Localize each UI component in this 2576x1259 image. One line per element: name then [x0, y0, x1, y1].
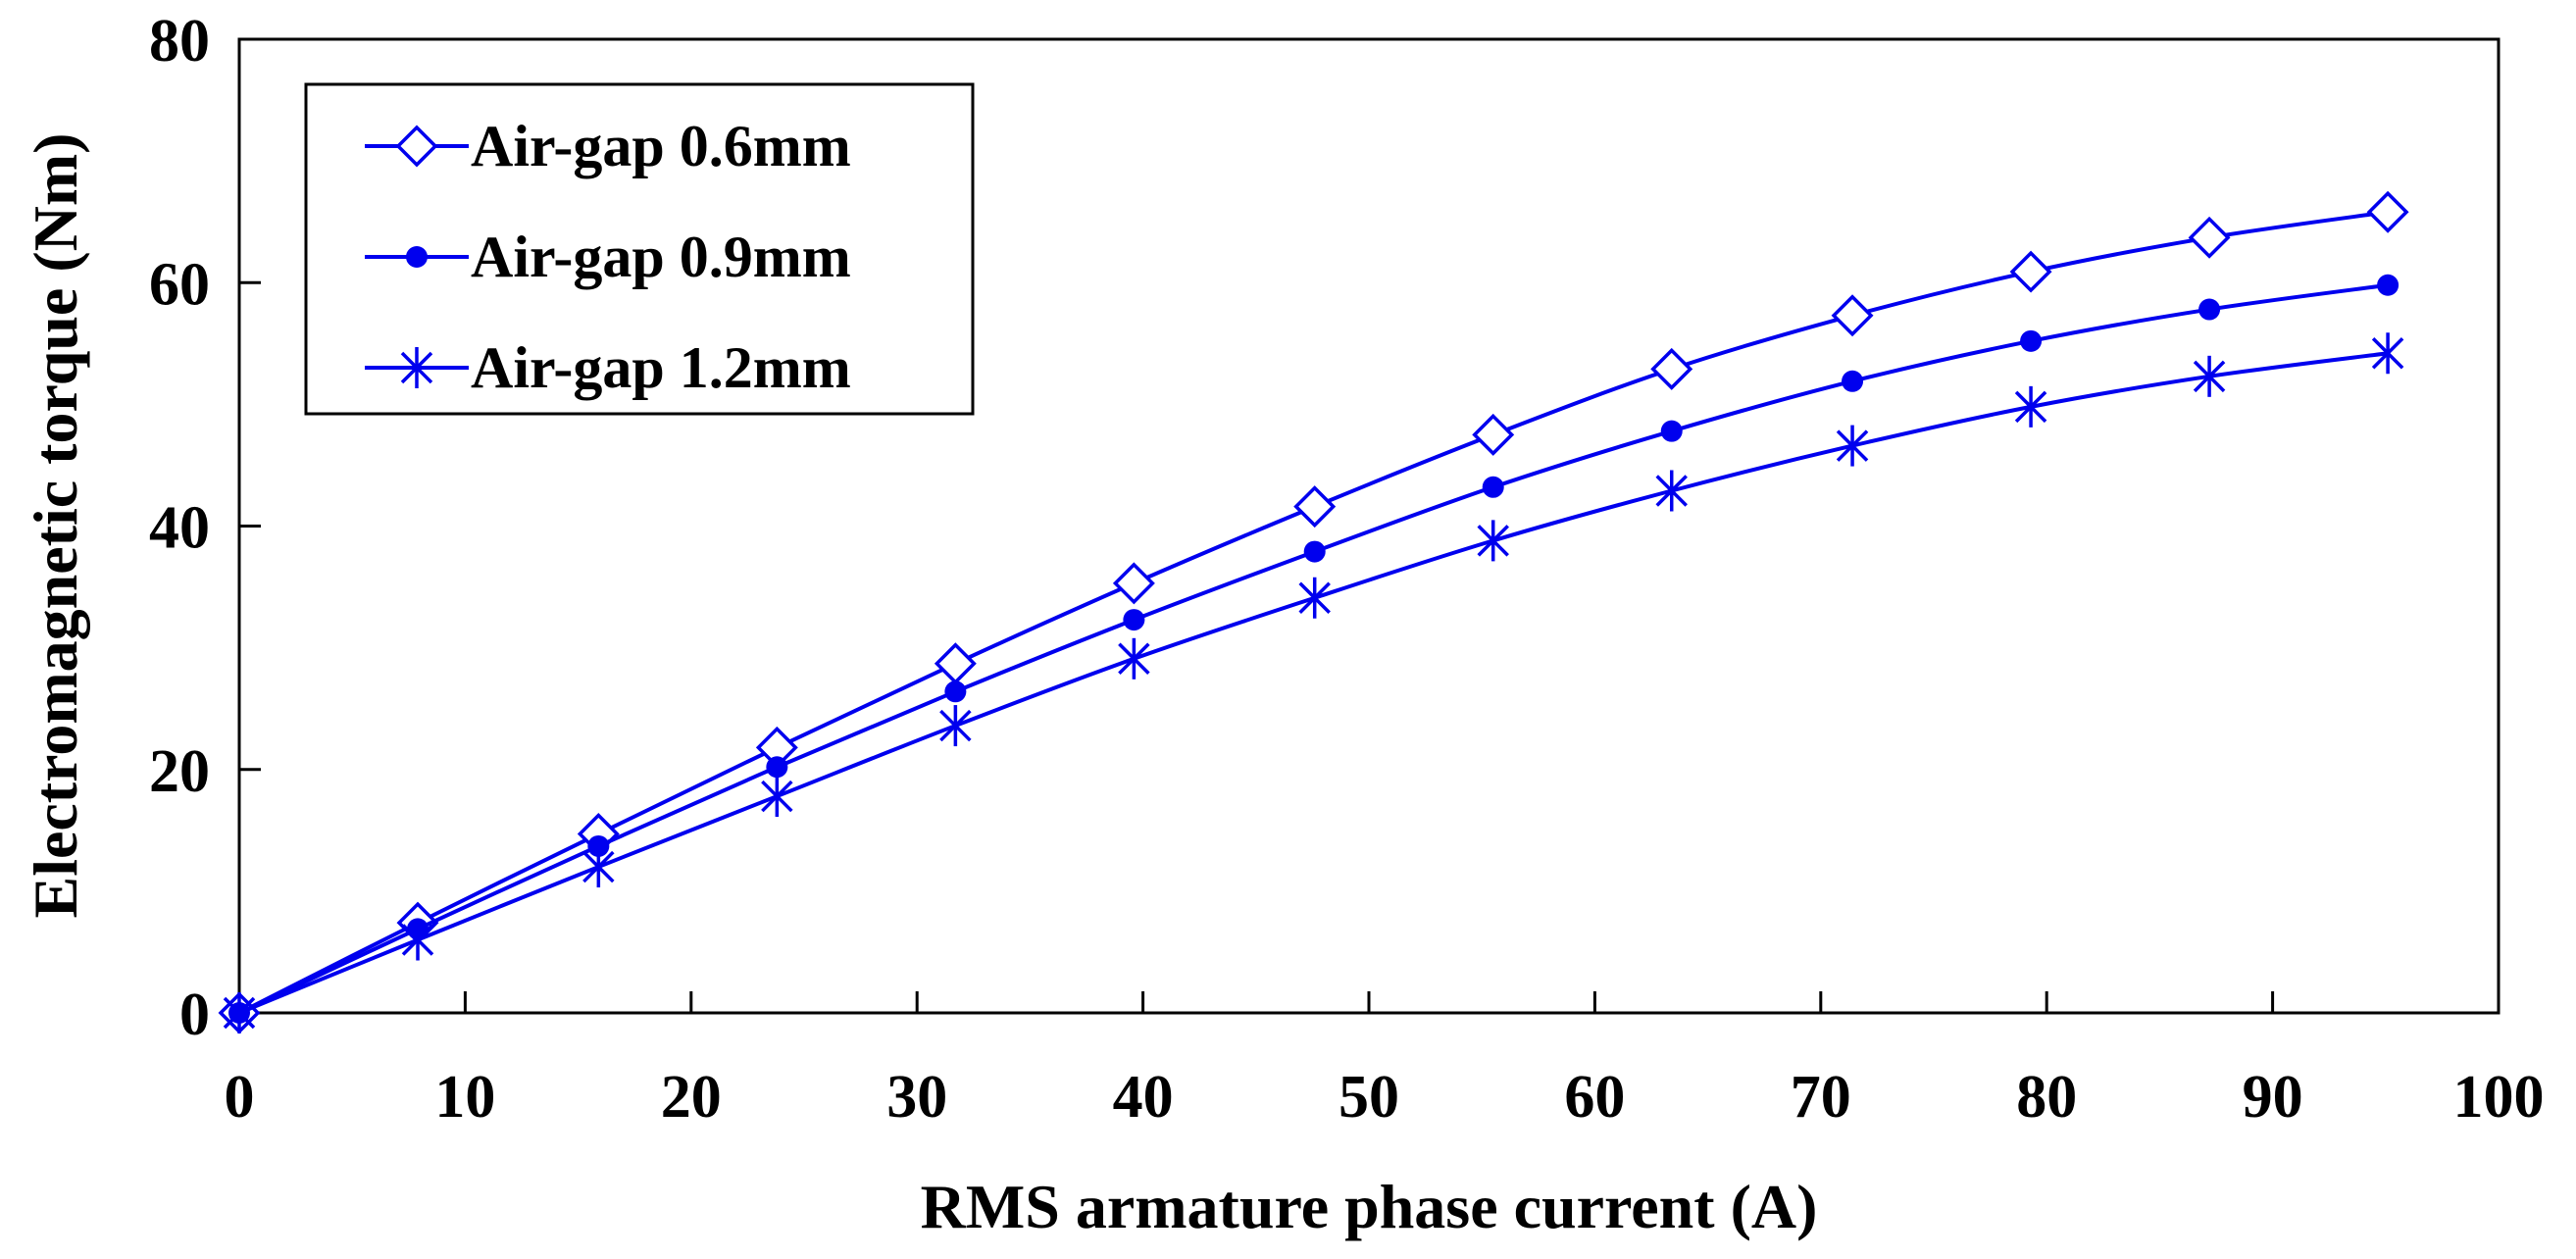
- data-point-diamond: [2188, 216, 2231, 259]
- data-point-dot: [2198, 298, 2221, 321]
- legend-label: Air-gap 1.2mm: [471, 335, 851, 400]
- data-point-asterisk: [2193, 355, 2226, 397]
- y-tick-label: 40: [149, 495, 210, 562]
- x-tick-label: 90: [2243, 1064, 2303, 1131]
- data-point-asterisk: [401, 919, 434, 961]
- data-point-asterisk: [1836, 425, 1869, 467]
- data-point-diamond: [1112, 562, 1155, 605]
- data-point-dot: [1842, 370, 1864, 392]
- data-point-asterisk: [1298, 577, 1331, 619]
- legend-entry: Air-gap 1.2mm: [365, 335, 851, 400]
- data-point-asterisk: [2371, 332, 2404, 375]
- x-tick-label: 40: [1113, 1064, 1174, 1131]
- data-point-asterisk: [761, 776, 793, 818]
- x-tick-label: 80: [2016, 1064, 2077, 1131]
- x-tick-label: 20: [661, 1064, 722, 1131]
- data-point-diamond: [1293, 485, 1337, 529]
- data-point-dot: [1660, 420, 1683, 442]
- y-axis-title: Electromagnetic torque (Nm): [21, 133, 90, 919]
- data-point-dot: [2377, 274, 2399, 296]
- data-point-asterisk: [1118, 637, 1150, 680]
- legend: Air-gap 0.6mm Air-gap 0.9mm Air-gap 1.2mm: [304, 82, 975, 416]
- x-tick-label: 10: [434, 1064, 495, 1131]
- legend-label: Air-gap 0.9mm: [471, 225, 851, 289]
- data-point-dot: [406, 246, 428, 268]
- y-tick-label: 0: [179, 982, 210, 1048]
- legend-entries: Air-gap 0.6mm Air-gap 0.9mm Air-gap 1.2mm: [365, 114, 851, 400]
- series-layer: [218, 190, 2409, 1034]
- data-point-diamond: [395, 125, 438, 168]
- data-point-diamond: [2366, 190, 2409, 233]
- data-point-dot: [587, 834, 610, 857]
- x-axis: 0 10 20 30 40 50 60 70 80 90 100: [225, 991, 2545, 1131]
- data-point-dot: [2020, 329, 2043, 352]
- data-point-diamond: [1650, 347, 1693, 390]
- data-point-asterisk: [1655, 470, 1688, 512]
- x-tick-label: 100: [2453, 1064, 2545, 1131]
- data-point-dot: [944, 680, 967, 703]
- data-point-asterisk: [582, 846, 615, 888]
- data-point-asterisk: [2014, 385, 2047, 428]
- x-tick-label: 70: [1791, 1064, 1851, 1131]
- y-tick-label: 80: [149, 8, 210, 75]
- data-point-dot: [1303, 540, 1326, 563]
- data-point-dot: [1482, 476, 1504, 498]
- series-diamond: [218, 190, 2409, 1034]
- data-point-asterisk: [939, 705, 972, 747]
- data-point-dot: [1123, 609, 1145, 631]
- y-tick-label: 20: [149, 738, 210, 805]
- y-axis: 0 20 40 60 80: [149, 8, 261, 1048]
- x-tick-label: 50: [1339, 1064, 1399, 1131]
- data-point-asterisk: [223, 992, 256, 1033]
- data-point-asterisk: [400, 347, 433, 388]
- data-point-diamond: [1472, 413, 1515, 456]
- data-point-diamond: [2009, 250, 2052, 293]
- y-tick-label: 60: [149, 251, 210, 318]
- x-tick-label: 30: [886, 1064, 947, 1131]
- x-tick-label: 60: [1564, 1064, 1625, 1131]
- data-point-asterisk: [1477, 520, 1509, 562]
- data-point-dot: [766, 756, 788, 779]
- legend-entry: Air-gap 0.9mm: [365, 225, 851, 289]
- data-point-diamond: [1831, 294, 1874, 337]
- legend-label: Air-gap 0.6mm: [471, 114, 851, 178]
- series-asterisk: [223, 332, 2404, 1033]
- x-tick-label: 0: [225, 1064, 255, 1131]
- x-axis-title: RMS armature phase current (A): [921, 1172, 1818, 1241]
- legend-entry: Air-gap 0.6mm: [365, 114, 851, 178]
